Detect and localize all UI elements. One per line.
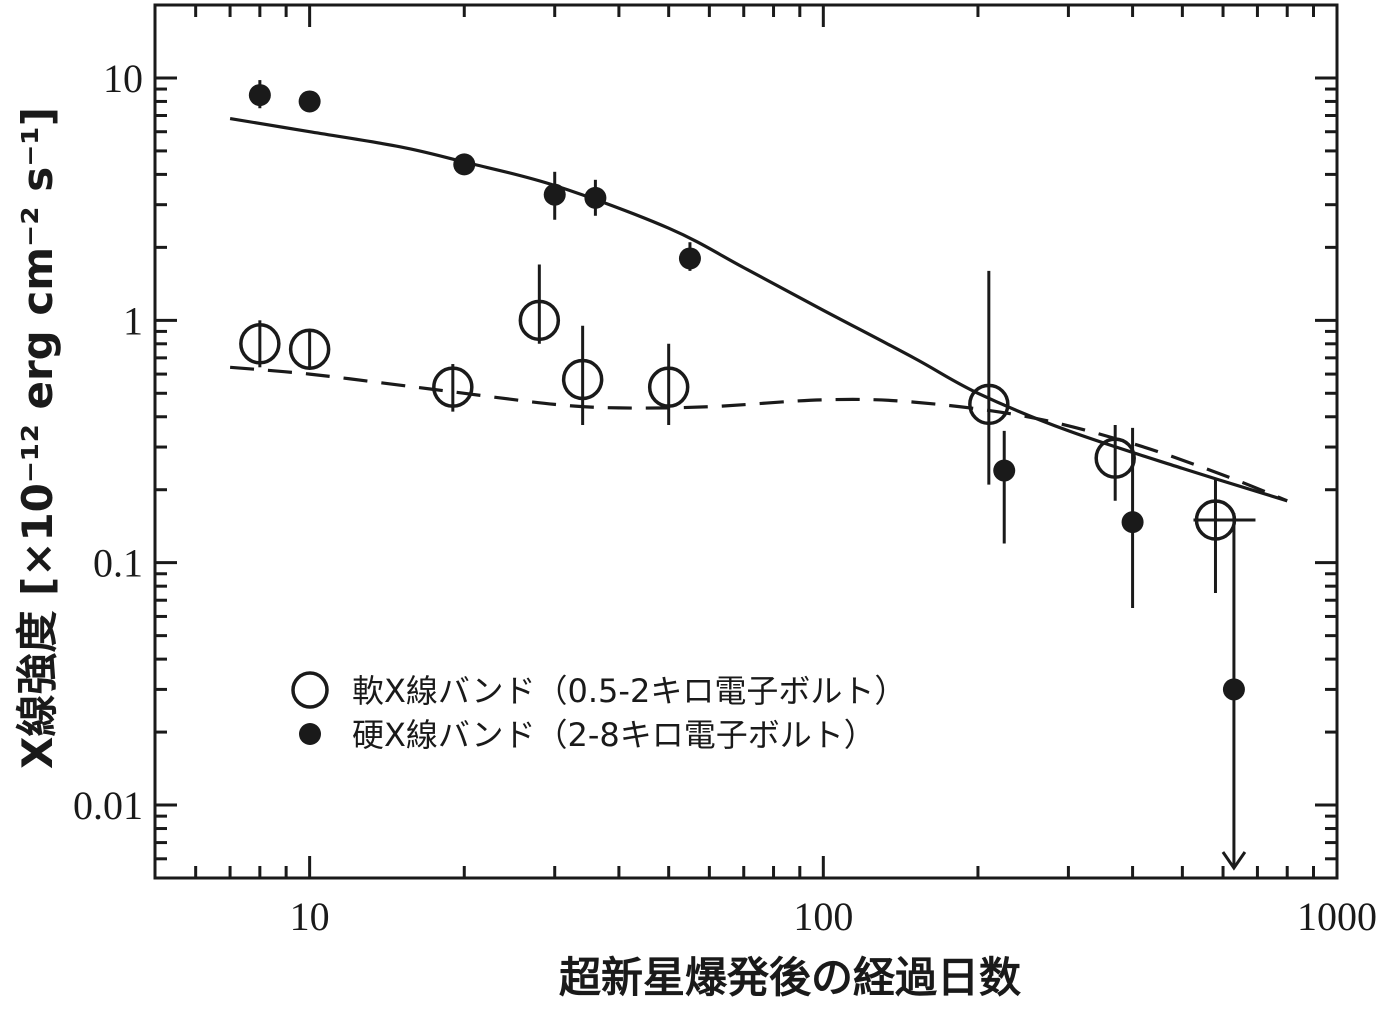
hard-band-model-curve	[229, 117, 1288, 503]
x-tick-label: 1000	[1297, 894, 1377, 939]
plot-frame-layer	[153, 3, 1339, 880]
soft-band-point	[288, 328, 331, 370]
y-tick-label: 0.1	[93, 541, 143, 586]
hard-band-point	[584, 186, 607, 209]
data-points-layer	[239, 80, 1256, 871]
y-tick-label: 10	[103, 56, 143, 101]
legend-label: 軟X線バンド（0.5-2キロ電子ボルト）	[352, 672, 906, 710]
y-axis-title: X線強度 [×10⁻¹² erg cm⁻² s⁻¹]	[13, 107, 62, 769]
y-tick-label: 0.01	[73, 783, 143, 828]
hard-band-point	[248, 84, 271, 107]
soft-band-point	[1094, 437, 1136, 479]
soft-band-point	[239, 323, 281, 365]
model-curves-layer	[229, 117, 1288, 503]
plot-frame	[153, 3, 1339, 880]
hard-band-point	[993, 459, 1016, 482]
hard-band-point	[1121, 511, 1144, 534]
hard-band-point	[298, 90, 321, 113]
upper-limit-arrow	[1221, 851, 1247, 871]
y-tick-label: 1	[123, 298, 143, 343]
x-tick-label: 10	[290, 894, 330, 939]
soft-band-point	[561, 358, 604, 401]
axis-ticks-layer: 10 100 1000 10 1 0.1 0.01	[73, 3, 1377, 939]
soft-band-point	[518, 299, 561, 342]
hard-band-series	[248, 80, 1247, 871]
legend: 軟X線バンド（0.5-2キロ電子ボルト） 硬X線バンド（2-8キロ電子ボルト）	[291, 671, 906, 754]
x-axis-title: 超新星爆発後の経過日数	[559, 953, 1021, 1002]
legend-marker-filled	[299, 723, 321, 745]
soft-band-point	[432, 366, 474, 408]
x-tick-label: 100	[793, 894, 853, 939]
hard-band-point	[678, 247, 701, 270]
legend-marker-open	[291, 671, 329, 709]
hard-band-point	[453, 153, 476, 176]
legend-label: 硬X線バンド（2-8キロ電子ボルト）	[352, 716, 876, 754]
hard-band-point	[1222, 678, 1245, 701]
soft-band-series	[239, 264, 1237, 593]
soft-band-point	[968, 383, 1010, 426]
soft-band-model-curve	[229, 365, 1288, 503]
hard-band-point	[543, 183, 566, 206]
soft-band-point	[647, 366, 690, 408]
